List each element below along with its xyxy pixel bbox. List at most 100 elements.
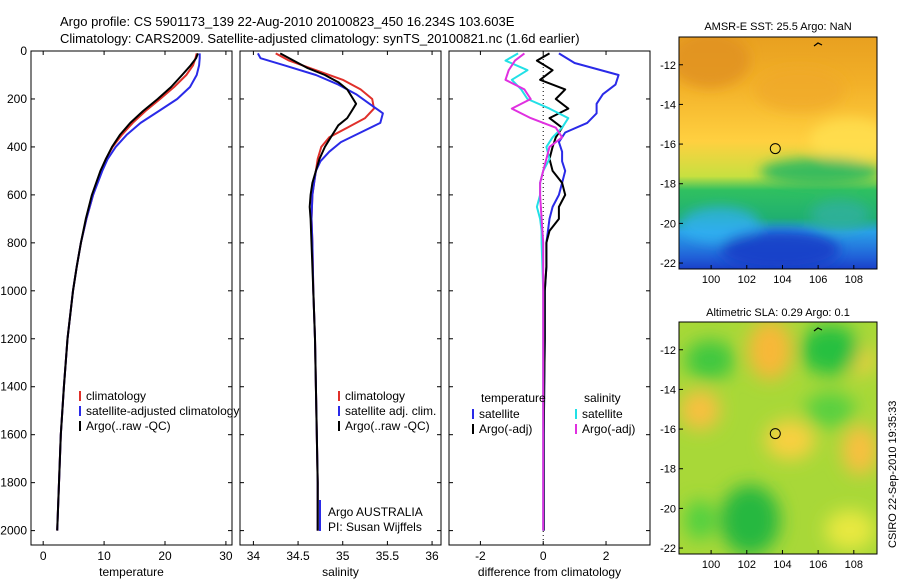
salinity-legend-label: satellite adj. clim. <box>345 404 436 418</box>
sla-high-patch <box>748 322 792 380</box>
salinity-series-red-line <box>275 52 375 531</box>
sst-map-xtick-label: 104 <box>773 274 791 286</box>
difference-frame <box>448 50 651 546</box>
salinity-series-blue-line <box>257 52 384 531</box>
sst-map-ytick-label: -14 <box>660 99 676 111</box>
sla-map-ytick-label: -20 <box>660 503 676 515</box>
sst-map-xtick-label: 108 <box>845 274 863 286</box>
difference-legend-title: salinity <box>584 391 621 405</box>
difference-series-magenta-line <box>504 52 564 531</box>
sla-low-patch <box>805 392 855 428</box>
sla-low-patch <box>720 485 780 554</box>
difference-legend-label: Argo(-adj) <box>479 422 532 436</box>
difference-xtick-label: -2 <box>475 549 486 563</box>
sst-map-axes: 100 102 104 106 108 -12 -14 -16 -18 -20 -22 <box>660 60 863 286</box>
temperature-panel: 0 10 20 30 temperature 0 200 400 600 800 1000 1200 1… <box>0 44 239 579</box>
sst-map-ytick-label: -16 <box>660 139 676 151</box>
sla-map-axes: 100 102 104 106 108 -12 -14 -16 -18 -20 -22 <box>660 345 863 571</box>
salinity-legend-label: climatology <box>345 389 405 403</box>
depth-tick-label: 600 <box>7 188 27 202</box>
difference-legend-label: Argo(-adj) <box>582 422 635 436</box>
sla-map: Altimetric SLA: 0.29 Argo: 0.1 100 102 104… <box>660 307 878 571</box>
sla-map-frame <box>678 321 878 555</box>
salinity-xlabel: salinity <box>322 565 359 579</box>
sla-map-ytick-label: -14 <box>660 384 676 396</box>
depth-tick-label: 200 <box>7 92 27 106</box>
difference-xtick-label: 2 <box>603 549 610 563</box>
temperature-xtick-label: 30 <box>219 549 233 563</box>
difference-legend-label: satellite <box>582 407 623 421</box>
sla-north-arrow-icon <box>813 327 823 332</box>
sla-map-ytick-label: -12 <box>660 345 676 357</box>
sla-argo-position-marker <box>769 428 781 440</box>
difference-xtick-label: 0 <box>540 549 547 563</box>
sst-map-ytick-label: -22 <box>660 258 676 270</box>
temperature-series-red-line <box>56 53 198 531</box>
sla-map-xtick-label: 104 <box>773 559 791 571</box>
salinity-series-black-line <box>279 52 358 531</box>
temperature-legend-label: climatology <box>86 389 146 403</box>
salinity-xtick-label: 35 <box>336 549 350 563</box>
sla-map-ytick-label: -16 <box>660 424 676 436</box>
temperature-xlabel: temperature <box>99 565 164 579</box>
salinity-xtick-label: 36 <box>425 549 439 563</box>
sla-low-patch <box>800 325 860 375</box>
depth-tick-label: 1800 <box>0 476 27 490</box>
sst-yellow-patch <box>810 118 877 162</box>
sst-green-patch <box>810 200 870 230</box>
depth-tick-label: 800 <box>7 236 27 250</box>
sst-warm-patch <box>679 37 750 88</box>
sla-map-xtick-label: 106 <box>809 559 827 571</box>
temperature-xtick-label: 10 <box>97 549 111 563</box>
credit-text: CSIRO 22-Sep-2010 19:35:33 <box>887 401 899 548</box>
depth-tick-label: 1600 <box>0 428 27 442</box>
sst-map-ytick-label: -20 <box>660 218 676 230</box>
temperature-xtick-label: 0 <box>40 549 47 563</box>
difference-series-black-line <box>535 52 570 531</box>
sst-cyan-patch <box>680 207 760 243</box>
platform-annotation: PI: Susan Wijffels <box>328 520 422 534</box>
sst-map-xtick-label: 100 <box>702 274 720 286</box>
salinity-legend-label: Argo(..raw -QC) <box>345 419 430 433</box>
sst-green-patch <box>760 158 877 186</box>
difference-series-blue-line <box>542 52 620 531</box>
difference-legend-title: temperature <box>481 391 546 405</box>
salinity-frame <box>239 50 442 546</box>
difference-legend-label: satellite <box>479 407 520 421</box>
sst-map: AMSR-E SST: 25.5 Argo: NaN 100 102 104 106 1… <box>660 21 878 286</box>
temperature-legend-label: Argo(..raw -QC) <box>86 419 171 433</box>
temperature-xtick-label: 20 <box>158 549 172 563</box>
sst-map-frame <box>678 36 878 270</box>
sla-low-patch <box>685 500 715 540</box>
depth-tick-label: 0 <box>20 44 27 58</box>
sst-map-xtick-label: 106 <box>809 274 827 286</box>
depth-tick-label: 2000 <box>0 524 27 538</box>
sla-high-patch <box>680 390 720 430</box>
depth-tick-label: 1400 <box>0 380 27 394</box>
sla-map-xtick-label: 108 <box>845 559 863 571</box>
sla-map-xtick-label: 102 <box>738 559 756 571</box>
temperature-legend-label: satellite-adjusted climatology <box>86 404 239 418</box>
sla-map-xtick-label: 100 <box>702 559 720 571</box>
platform-annotation: Argo AUSTRALIA <box>328 505 423 519</box>
sla-map-ytick-label: -18 <box>660 464 676 476</box>
depth-tick-label: 1200 <box>0 332 27 346</box>
sla-high-patch <box>765 420 815 460</box>
sla-yellow-patch <box>825 510 875 550</box>
temperature-frame <box>30 50 233 546</box>
header-line2: Climatology: CARS2009. Satellite-adjuste… <box>60 31 580 46</box>
sla-map-title: Altimetric SLA: 0.29 Argo: 0.1 <box>706 307 850 319</box>
salinity-panel: 34 34.5 35 35.5 36 salinity climatologysatelli… <box>239 50 442 579</box>
sst-map-xtick-label: 102 <box>738 274 756 286</box>
difference-xlabel: difference from climatology <box>478 565 621 579</box>
sla-map-ytick-label: -22 <box>660 543 676 555</box>
sla-low-patch <box>685 340 735 380</box>
temperature-series-black-line <box>56 53 199 531</box>
difference-panel: -2 0 2 difference from climatology temperatu… <box>448 50 651 579</box>
sst-north-arrow-icon <box>813 42 823 47</box>
depth-tick-label: 400 <box>7 140 27 154</box>
sla-high-patch <box>842 425 877 475</box>
sst-warm-patch <box>755 68 845 112</box>
depth-tick-label: 1000 <box>0 284 27 298</box>
